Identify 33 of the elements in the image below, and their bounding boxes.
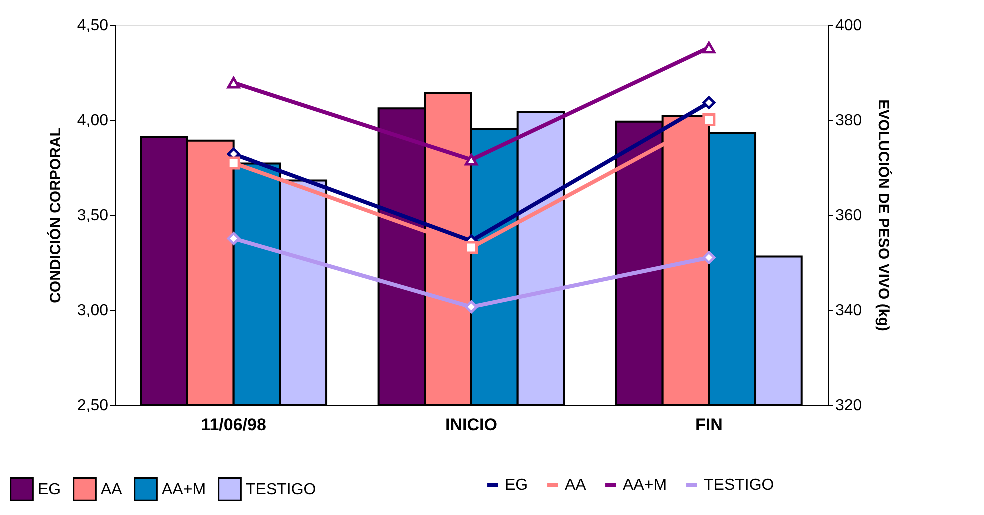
legend-label: AA+M bbox=[162, 481, 206, 498]
point bbox=[465, 241, 478, 254]
y-axis-title: CONDICIÓN CORPORAL bbox=[46, 128, 64, 304]
point bbox=[702, 251, 716, 264]
y-tick-label: 4,00 bbox=[77, 112, 109, 130]
point bbox=[702, 96, 716, 110]
x-tick-label: INICIO bbox=[446, 416, 498, 434]
y2-tick-label: 400 bbox=[836, 18, 862, 34]
legend-label: AA bbox=[101, 481, 123, 498]
point bbox=[227, 156, 240, 170]
point bbox=[227, 232, 240, 246]
y2-axis-title: EVOLUCIÓN DE PESO VIVO (kg) bbox=[875, 100, 894, 332]
point bbox=[227, 77, 240, 89]
point bbox=[465, 300, 478, 314]
y2-tick-label: 380 bbox=[836, 112, 862, 130]
legend-label: TESTIGO bbox=[704, 477, 774, 494]
legend-label: AA+M bbox=[623, 477, 668, 494]
y-tick-label: 2,50 bbox=[77, 398, 109, 414]
y-tick-label: 3,00 bbox=[77, 302, 109, 320]
point bbox=[702, 42, 716, 54]
y-tick-label: 3,50 bbox=[77, 208, 109, 224]
legend-label: EG bbox=[505, 477, 528, 494]
y2-tick-label: 360 bbox=[836, 208, 862, 224]
legend-label: EG bbox=[38, 481, 62, 498]
legend-label: TESTIGO bbox=[246, 481, 316, 498]
legend-label: AA bbox=[565, 477, 587, 494]
point bbox=[465, 154, 478, 166]
x-tick-label: 11/06/98 bbox=[201, 416, 266, 434]
point bbox=[702, 114, 716, 126]
y-tick-label: 4,50 bbox=[77, 18, 109, 34]
y2-tick-label: 340 bbox=[836, 302, 862, 320]
x-tick-label: FIN bbox=[695, 416, 723, 434]
y2-tick-label: 320 bbox=[836, 398, 862, 414]
